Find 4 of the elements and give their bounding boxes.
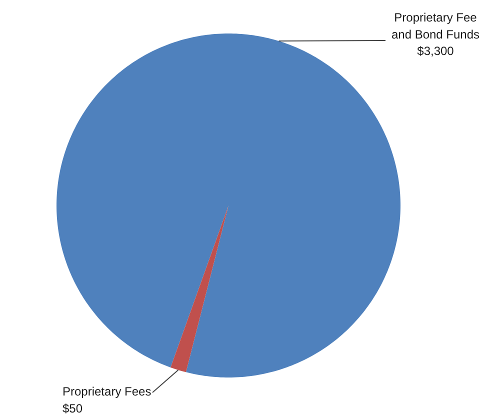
- slice-label: Proprietary Fee and Bond Funds: [391, 10, 480, 42]
- data-label: $3,300: [417, 44, 454, 58]
- slice-label: Proprietary Fees: [62, 384, 152, 398]
- data-label: $50: [62, 401, 83, 415]
